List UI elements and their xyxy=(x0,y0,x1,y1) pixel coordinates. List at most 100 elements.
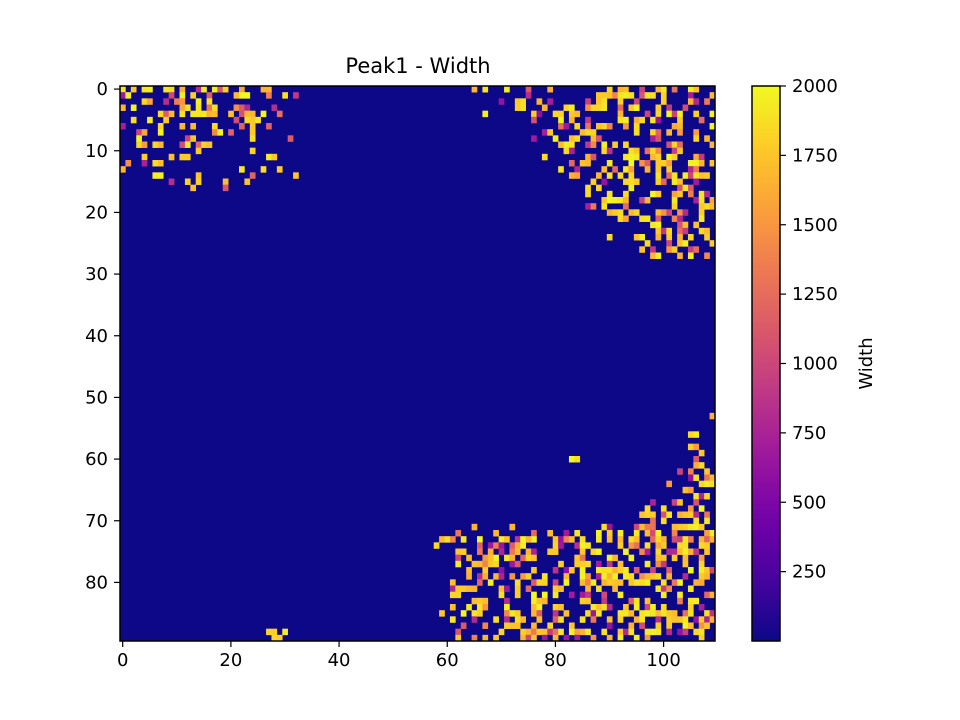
y-tick-label: 20 xyxy=(85,202,108,223)
heatmap-cell xyxy=(687,252,694,259)
heatmap-cell xyxy=(477,542,483,549)
heatmap-cell xyxy=(704,252,710,259)
heatmap-cell xyxy=(660,536,667,543)
heatmap-cell xyxy=(633,536,640,543)
heatmap-cell xyxy=(644,579,651,586)
heatmap-cell xyxy=(617,215,624,222)
heatmap-cell xyxy=(449,579,456,586)
heatmap-cell xyxy=(157,172,164,179)
x-axis: 0 20 40 60 80 100 xyxy=(117,641,681,671)
heatmap-cell xyxy=(590,634,597,642)
heatmap-cell xyxy=(563,104,570,111)
heatmap-cell xyxy=(504,604,510,611)
heatmap-cell xyxy=(666,209,673,216)
heatmap-cell xyxy=(590,616,597,623)
heatmap-cell xyxy=(687,567,694,574)
heatmap-cell xyxy=(693,493,700,500)
heatmap-cell xyxy=(179,110,186,118)
heatmap-cell xyxy=(628,536,635,543)
heatmap-cell xyxy=(671,610,678,617)
heatmap-cell xyxy=(211,123,218,130)
heatmap-cell xyxy=(644,634,651,642)
heatmap-cell xyxy=(249,135,256,142)
heatmap-cell xyxy=(477,548,483,555)
heatmap-cell xyxy=(466,567,472,574)
heatmap-cell xyxy=(709,474,716,481)
heatmap-cell xyxy=(633,604,640,611)
heatmap-cell xyxy=(655,616,662,623)
heatmap-cell xyxy=(509,542,516,549)
heatmap-cell xyxy=(682,628,689,636)
heatmap-cell xyxy=(682,560,689,568)
heatmap-cell xyxy=(677,579,683,586)
heatmap-cell xyxy=(639,86,645,93)
heatmap-cell xyxy=(514,591,521,599)
heatmap-cell xyxy=(693,579,700,586)
heatmap-cell xyxy=(222,86,229,93)
heatmap-cell xyxy=(514,622,521,629)
heatmap-cell xyxy=(493,530,499,537)
heatmap-cell xyxy=(704,530,710,537)
heatmap-cell xyxy=(552,567,559,574)
heatmap-cell xyxy=(655,104,662,111)
heatmap-cell xyxy=(633,98,640,105)
heatmap-cell xyxy=(536,628,543,636)
heatmap-cell xyxy=(211,86,218,93)
heatmap-cell xyxy=(439,536,445,543)
heatmap-cell xyxy=(671,190,678,198)
heatmap-cell xyxy=(644,628,651,636)
heatmap-cell xyxy=(579,616,586,623)
heatmap-cell xyxy=(568,591,575,599)
heatmap-cell xyxy=(514,616,521,623)
heatmap-cell xyxy=(276,166,283,173)
heatmap-cell xyxy=(704,234,710,241)
heatmap-cell xyxy=(130,86,137,93)
heatmap-cell xyxy=(682,536,689,543)
heatmap-cell xyxy=(677,116,683,124)
heatmap-cell xyxy=(644,573,651,580)
heatmap-cell xyxy=(596,123,602,130)
chart-title: Peak1 - Width xyxy=(345,54,490,78)
heatmap-cell xyxy=(531,597,537,605)
heatmap-cell xyxy=(590,129,597,136)
heatmap-cell xyxy=(704,573,710,580)
heatmap-cell xyxy=(163,116,169,124)
heatmap-cell xyxy=(633,530,640,537)
heatmap-cell xyxy=(249,123,256,130)
heatmap-cell xyxy=(590,153,597,161)
heatmap-cell xyxy=(698,542,705,549)
heatmap-cell xyxy=(671,530,678,537)
x-tick-label: 0 xyxy=(117,650,128,671)
heatmap-cell xyxy=(190,92,197,99)
heatmap-cell xyxy=(650,116,656,124)
heatmap-cell xyxy=(677,240,683,247)
heatmap-cell xyxy=(677,178,683,185)
heatmap-cell xyxy=(617,560,624,568)
heatmap-cell xyxy=(596,184,602,192)
heatmap-cell xyxy=(655,135,662,142)
y-tick-label: 80 xyxy=(85,572,108,593)
heatmap-cell xyxy=(563,530,570,537)
heatmap-cell xyxy=(666,628,673,636)
heatmap-cell xyxy=(698,523,705,531)
heatmap-cell xyxy=(633,116,640,124)
heatmap-cell xyxy=(590,178,597,185)
heatmap-cell xyxy=(666,227,673,235)
heatmap-cell xyxy=(677,190,683,198)
heatmap-cell xyxy=(568,141,575,148)
heatmap-cell xyxy=(487,554,494,562)
heatmap-cell xyxy=(639,610,645,617)
heatmap-cell xyxy=(460,536,467,543)
heatmap-cell xyxy=(698,190,705,198)
heatmap-cell xyxy=(152,141,159,148)
heatmap-cell xyxy=(504,536,510,543)
heatmap-cell xyxy=(249,147,256,155)
heatmap-cell xyxy=(639,622,645,629)
heatmap-cell xyxy=(677,536,683,543)
heatmap-cell xyxy=(666,166,673,173)
heatmap-cell xyxy=(558,604,564,611)
heatmap-cell xyxy=(639,616,645,623)
heatmap-cell xyxy=(514,542,521,549)
heatmap-cell xyxy=(568,135,575,142)
heatmap-cell xyxy=(704,227,710,235)
